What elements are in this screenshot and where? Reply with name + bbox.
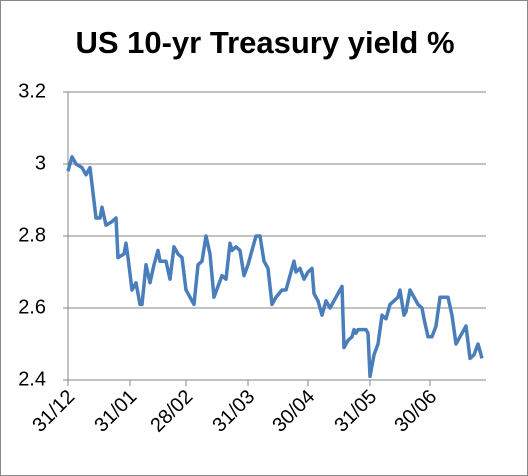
y-tick-label: 2.8 — [18, 224, 46, 246]
chart-title: US 10-yr Treasury yield % — [75, 25, 454, 60]
y-tick-label: 2.6 — [18, 296, 46, 318]
y-tick-label: 3.2 — [18, 80, 46, 102]
y-tick-label: 2.4 — [18, 368, 46, 390]
y-tick-label: 3 — [35, 152, 46, 174]
line-series — [66, 155, 484, 379]
